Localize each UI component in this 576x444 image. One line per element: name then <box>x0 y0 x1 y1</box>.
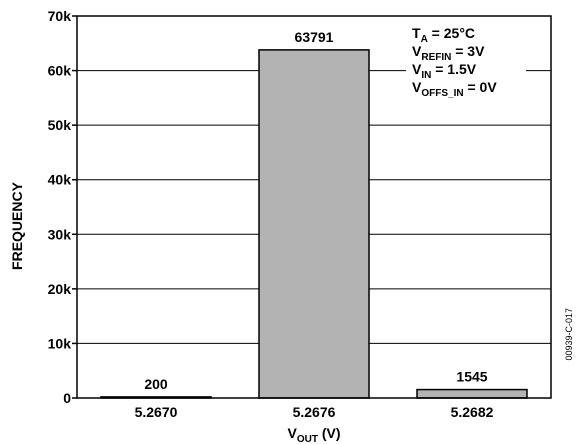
bar <box>258 49 370 399</box>
bar <box>416 388 528 399</box>
x-axis-ticks: 5.2670 5.2676 5.2682 <box>135 404 494 420</box>
annotation-line: VIN = 1.5V <box>412 61 477 81</box>
y-tick-label: 40k <box>48 172 72 188</box>
bar-data-label: 63791 <box>295 29 334 45</box>
y-axis-label: FREQUENCY <box>9 181 25 270</box>
annotation-line: VREFIN = 3V <box>412 43 485 63</box>
y-tick-label: 0 <box>63 390 71 406</box>
annotation-line: TA = 25°C <box>412 25 475 45</box>
figure-code: 00939-C-017 <box>564 308 574 361</box>
y-tick-label: 30k <box>48 226 72 242</box>
y-axis-ticks: 0 10k 20k 30k 40k 50k 60k 70k <box>48 8 77 406</box>
x-tick-label: 5.2676 <box>293 404 336 420</box>
y-tick-label: 60k <box>48 63 72 79</box>
x-axis-label: VOUT (V) <box>287 425 340 444</box>
annotation-background <box>406 20 526 102</box>
plot-frame <box>76 15 552 399</box>
bar-data-label: 200 <box>144 376 168 392</box>
bar-labels: 200 63791 1545 <box>144 29 487 392</box>
y-tick-label: 70k <box>48 8 72 24</box>
bars <box>100 49 528 399</box>
x-tick-label: 5.2670 <box>135 404 178 420</box>
x-tick-label: 5.2682 <box>451 404 494 420</box>
bar-data-label: 1545 <box>456 369 487 385</box>
y-tick-label: 20k <box>48 281 72 297</box>
annotation-line: VOFFS_IN = 0V <box>412 79 497 99</box>
y-tick-label: 50k <box>48 117 72 133</box>
y-tick-label: 10k <box>48 335 72 351</box>
